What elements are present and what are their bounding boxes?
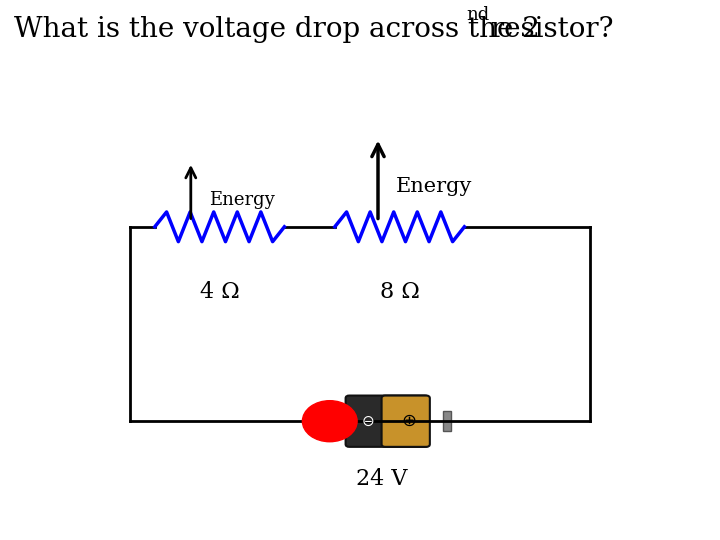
- Text: $\ominus$: $\ominus$: [361, 414, 374, 429]
- FancyBboxPatch shape: [346, 395, 428, 447]
- Text: What is the voltage drop across the 2: What is the voltage drop across the 2: [14, 16, 540, 43]
- Text: 24 V: 24 V: [356, 468, 408, 490]
- Text: 4 Ω: 4 Ω: [199, 281, 240, 303]
- Text: Energy: Energy: [396, 177, 472, 196]
- Text: resistor?: resistor?: [482, 16, 614, 43]
- Text: $\oplus$: $\oplus$: [400, 412, 416, 430]
- Text: Energy: Energy: [209, 191, 274, 209]
- Text: 8 Ω: 8 Ω: [379, 281, 420, 303]
- Bar: [443, 411, 451, 431]
- Text: nd: nd: [467, 6, 490, 24]
- FancyBboxPatch shape: [382, 395, 430, 447]
- Circle shape: [302, 401, 357, 442]
